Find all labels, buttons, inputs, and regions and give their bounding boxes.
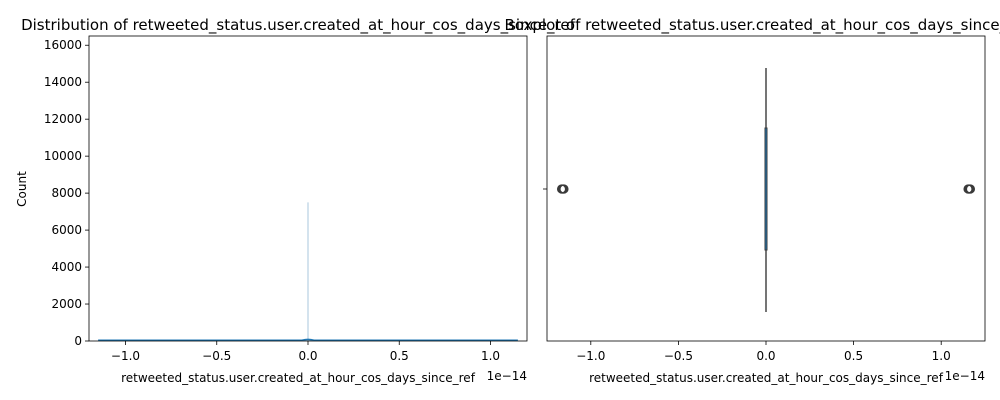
boxplot-x-offset-label: 1e−14 bbox=[945, 369, 985, 383]
histogram-y-axis: 0 2000 4000 6000 8000 10000 12000 14000 16000 bbox=[44, 38, 89, 348]
histogram-x-tick-label: −1.0 bbox=[111, 349, 140, 363]
histogram-title: Distribution of retweeted_status.user.cr… bbox=[21, 16, 576, 35]
histogram-chart: Distribution of retweeted_status.user.cr… bbox=[15, 16, 576, 385]
boxplot-x-label: retweeted_status.user.created_at_hour_co… bbox=[589, 371, 944, 385]
histogram-y-tick-label: 16000 bbox=[44, 38, 82, 52]
histogram-y-tick-label: 12000 bbox=[44, 112, 82, 126]
histogram-y-tick-label: 2000 bbox=[51, 297, 82, 311]
boxplot-x-tick-label: 0.0 bbox=[756, 349, 775, 363]
boxplot-plot-area bbox=[556, 68, 976, 312]
boxplot-x-tick-label: 1.0 bbox=[932, 349, 951, 363]
boxplot-outlier-1 bbox=[965, 184, 976, 194]
boxplot-outlier-0 bbox=[559, 184, 569, 194]
boxplot-x-tick-label: −1.0 bbox=[576, 349, 605, 363]
histogram-bar-0 bbox=[307, 202, 309, 341]
boxplot-x-axis: −1.0 −0.5 0.0 0.5 1.0 bbox=[576, 341, 951, 363]
boxplot-x-tick-label: 0.5 bbox=[844, 349, 863, 363]
histogram-x-axis: −1.0 −0.5 0.0 0.5 1.0 bbox=[111, 341, 500, 363]
histogram-y-label: Count bbox=[15, 171, 29, 207]
boxplot-chart: Boxplot of retweeted_status.user.created… bbox=[505, 16, 1000, 385]
histogram-x-tick-label: 0.5 bbox=[390, 349, 409, 363]
histogram-x-tick-label: −0.5 bbox=[202, 349, 231, 363]
histogram-x-offset-label: 1e−14 bbox=[487, 369, 527, 383]
histogram-y-tick-label: 6000 bbox=[51, 223, 82, 237]
histogram-y-tick-label: 14000 bbox=[44, 75, 82, 89]
histogram-x-label: retweeted_status.user.created_at_hour_co… bbox=[121, 371, 476, 385]
histogram-x-tick-label: 1.0 bbox=[481, 349, 500, 363]
boxplot-title: Boxplot of retweeted_status.user.created… bbox=[505, 16, 1000, 35]
boxplot-x-tick-label: −0.5 bbox=[664, 349, 693, 363]
histogram-y-tick-label: 0 bbox=[74, 334, 82, 348]
histogram-y-tick-label: 8000 bbox=[51, 186, 82, 200]
histogram-kde-line bbox=[98, 338, 518, 342]
histogram-y-tick-label: 10000 bbox=[44, 149, 82, 163]
histogram-y-tick-label: 4000 bbox=[51, 260, 82, 274]
histogram-x-tick-label: 0.0 bbox=[298, 349, 317, 363]
boxplot-box bbox=[764, 127, 768, 251]
histogram-plot-area bbox=[98, 202, 518, 342]
